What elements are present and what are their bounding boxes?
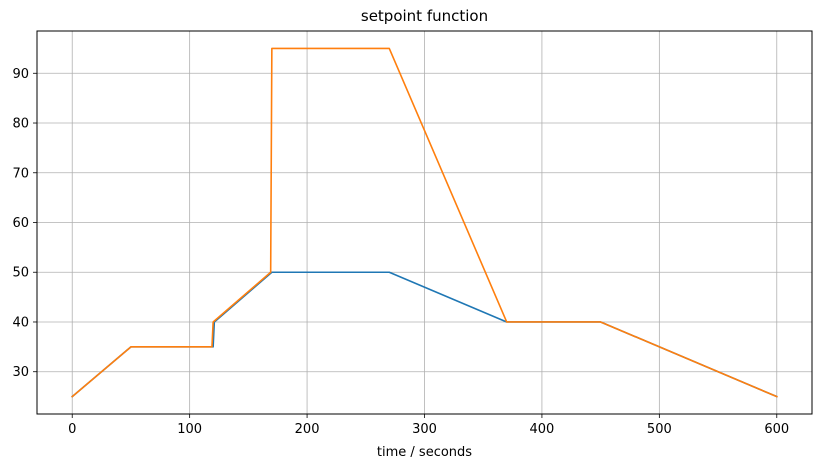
- x-tick-label: 0: [68, 422, 76, 437]
- x-tick-label: 100: [177, 422, 202, 437]
- y-tick-label: 40: [12, 315, 29, 330]
- y-tick-label: 60: [12, 216, 29, 231]
- y-tick-label: 30: [12, 365, 29, 380]
- x-axis-label: time / seconds: [377, 445, 472, 460]
- x-tick-label: 400: [530, 422, 555, 437]
- x-tick-label: 500: [647, 422, 672, 437]
- series-lines: [71, 47, 778, 398]
- y-tick-label: 50: [12, 266, 29, 281]
- ticks: 0 100 200 300 400 500 600 30 40 50 60 70 80 90: [12, 67, 789, 437]
- grid: [37, 31, 812, 414]
- chart-title: setpoint function: [361, 7, 488, 25]
- y-tick-label: 90: [12, 67, 29, 82]
- series-line-2: [71, 47, 778, 398]
- x-tick-label: 300: [412, 422, 437, 437]
- y-tick-label: 80: [12, 117, 29, 132]
- y-tick-label: 70: [12, 166, 29, 181]
- x-tick-label: 600: [764, 422, 789, 437]
- x-tick-label: 200: [295, 422, 320, 437]
